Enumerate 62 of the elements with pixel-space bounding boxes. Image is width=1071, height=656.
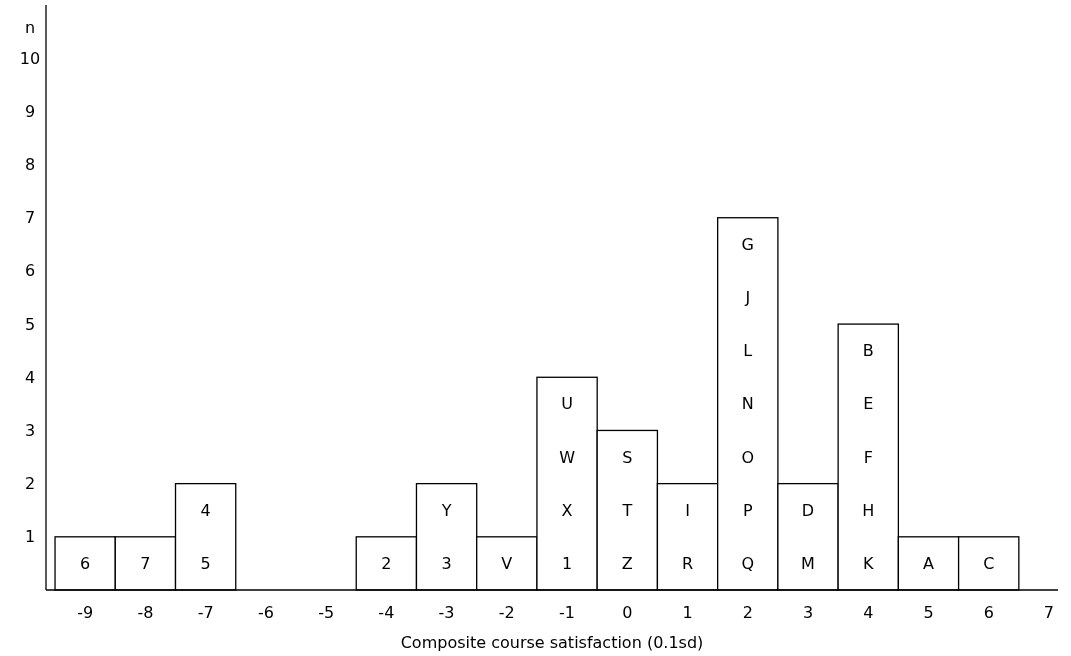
annotation: F [863,447,873,467]
annotation: I [685,500,690,520]
x-tick-label: -6 [257,603,274,622]
annotation: S [622,447,633,467]
x-tick-label: -3 [438,603,455,622]
x-axis-title: Composite course satisfaction (0.1sd) [400,633,704,652]
y-tick-label: 2 [24,474,36,494]
annotation: G [741,234,754,254]
x-tick-label: 4 [863,603,874,622]
y-tick-label: 7 [24,208,36,228]
y-tick-label: 3 [24,420,36,440]
annotation: V [501,553,513,573]
annotation: 1 [561,553,573,573]
annotation: Z [621,553,633,573]
annotation: O [741,447,755,467]
annotation: Y [440,500,452,520]
x-tick-label: 3 [802,603,814,622]
x-tick-label: -1 [559,603,576,622]
x-tick-label: -5 [318,603,335,622]
annotation: N [741,394,754,414]
annotation: 6 [80,553,91,573]
x-tick-label: -4 [378,603,395,622]
annotation: Q [741,553,755,573]
x-tick-label: 6 [983,603,994,622]
annotation: 2 [381,553,392,573]
annotation: C [983,553,995,573]
annotation: A [923,553,935,573]
annotation: 7 [140,553,151,573]
x-tick-label: -7 [197,603,214,622]
y-tick-label: 9 [24,101,36,121]
annotation: B [862,341,874,361]
x-tick-label: 0 [622,603,633,622]
annotation: L [743,341,753,361]
annotation: 5 [200,553,211,573]
annotation: U [561,394,573,414]
annotation: W [559,447,576,467]
y-tick-label: 4 [24,367,36,387]
y-axis-title: n [24,17,36,37]
x-tick-label: -8 [137,603,154,622]
annotation: J [744,288,751,307]
annotation: E [863,394,874,414]
annotation: M [801,553,815,573]
annotation: 3 [441,553,452,573]
annotation: D [801,500,815,520]
annotation: T [621,500,633,520]
annotation: X [561,500,573,520]
x-tick-label: 2 [742,603,753,622]
annotation: R [681,553,694,573]
y-tick-label: 8 [24,155,36,175]
x-tick-label: -2 [498,603,515,622]
x-tick-label: -9 [77,603,94,622]
annotation: H [862,500,875,520]
y-tick-label: 6 [24,261,36,281]
annotation: K [863,553,874,573]
y-tick-label: 10 [19,48,41,68]
annotation: P [742,500,753,520]
annotation: 4 [200,500,211,520]
y-tick-label: 5 [24,314,36,334]
y-tick-label: 1 [24,527,36,547]
x-tick-label: 7 [1043,603,1055,622]
x-tick-label: 1 [682,603,693,622]
x-tick-label: 5 [923,603,934,622]
